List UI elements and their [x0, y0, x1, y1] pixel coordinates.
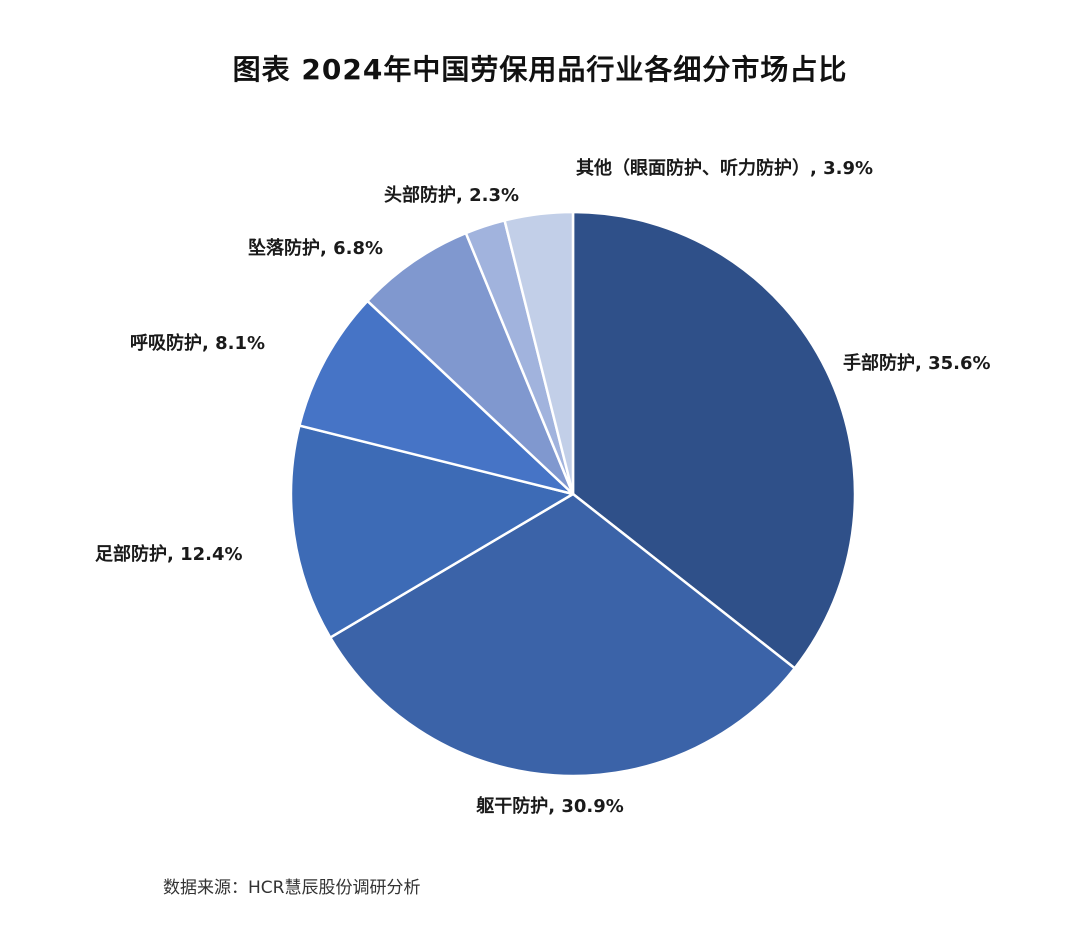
slice-label-6: 其他（眼面防护、听力防护）, 3.9%: [576, 157, 873, 179]
slice-label-2: 足部防护, 12.4%: [95, 543, 243, 565]
slice-label-3: 呼吸防护, 8.1%: [130, 332, 265, 354]
pie-slice-0: [571, 210, 857, 670]
slice-label-4: 坠落防护, 6.8%: [248, 237, 383, 259]
slice-label-5: 头部防护, 2.3%: [384, 184, 519, 206]
pie-slice-2: [289, 424, 575, 639]
chart-title: 图表 2024年中国劳保用品行业各细分市场占比: [232, 53, 848, 86]
slice-label-0: 手部防护, 35.6%: [843, 352, 991, 374]
pie-slice-4: [366, 231, 575, 496]
source-note: 数据来源：HCR慧辰股份调研分析: [163, 878, 421, 898]
pie-slice-6: [503, 210, 575, 496]
pie-labels: 手部防护, 35.6% 躯干防护, 30.9% 足部防护, 12.4% 呼吸防护, 8…: [95, 157, 991, 817]
pie-slices: [289, 210, 857, 778]
pie-slice-3: [298, 299, 575, 496]
pie-slice-1: [329, 492, 796, 778]
slice-label-1: 躯干防护, 30.9%: [475, 795, 624, 817]
